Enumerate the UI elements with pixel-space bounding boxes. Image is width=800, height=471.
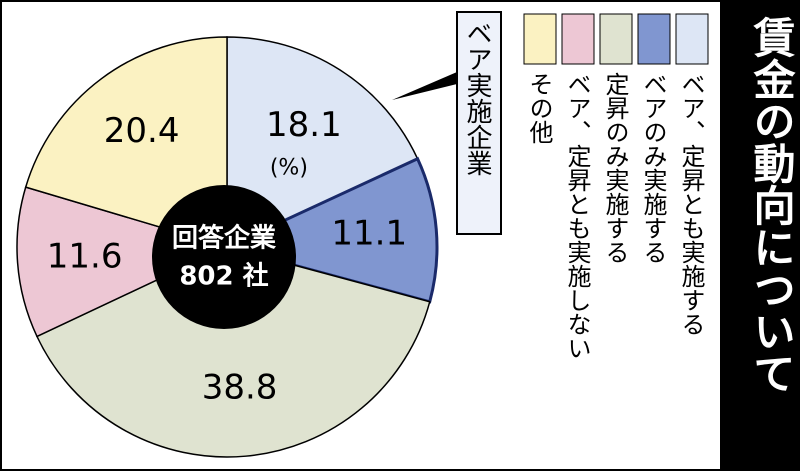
chart-title: 賃金の動向について [747, 16, 796, 394]
legend-label: ベアのみ実施する [639, 72, 667, 264]
legend-label: 定昇のみ実施する [601, 72, 629, 264]
data-label: 20.4 [104, 111, 180, 151]
legend-swatch [675, 13, 709, 65]
data-label: 38.8 [202, 368, 278, 408]
legend-swatch [561, 13, 595, 65]
annotation-box [456, 11, 502, 235]
legend-label: ベア、定昇とも実施する [677, 72, 705, 336]
center-label: 802 社 [179, 261, 268, 292]
pie-slice [35, 246, 431, 458]
legend-swatch [637, 13, 671, 65]
title-panel [720, 2, 798, 469]
data-label: 18.1 [266, 105, 342, 145]
pie-slice [226, 36, 419, 249]
center-hole [152, 185, 296, 329]
legend-swatch [599, 13, 633, 65]
legend-label: その他 [525, 72, 553, 144]
pie-slice [222, 156, 439, 304]
data-label: 11.6 [47, 236, 123, 276]
pie-slice [24, 36, 228, 249]
callout [392, 72, 457, 100]
legend-swatch [523, 13, 557, 65]
data-label: 11.1 [331, 213, 407, 253]
annotation: ベア実施企業 [462, 20, 492, 176]
unit-label: (%) [270, 156, 308, 181]
center-label: 回答企業 [172, 223, 276, 254]
legend-label: ベア、定昇とも実施しない [563, 72, 591, 360]
pie-slice [16, 186, 230, 338]
